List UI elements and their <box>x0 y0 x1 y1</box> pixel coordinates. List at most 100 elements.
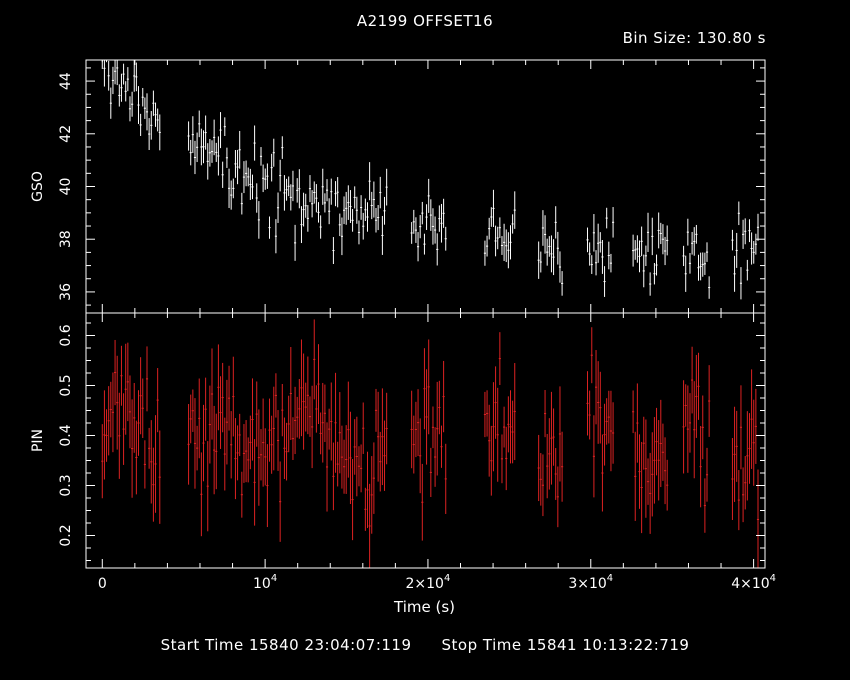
pin-data-point <box>503 406 506 448</box>
gso-data-point <box>122 63 125 85</box>
pin-data-point <box>651 432 654 517</box>
gso-data-point <box>666 225 669 256</box>
pin-data-point <box>609 390 613 472</box>
gso-data-point <box>414 217 417 243</box>
gso-data-point <box>632 234 635 267</box>
pin-data-point <box>739 385 743 470</box>
pin-data-point <box>308 396 312 437</box>
pin-data-point <box>693 381 696 479</box>
pin-data-point <box>496 387 499 482</box>
gso-data-point <box>748 219 751 243</box>
gso-data-point <box>306 205 309 232</box>
gso-data-point <box>357 220 361 245</box>
pin-data-point <box>232 356 235 437</box>
pin-data-point <box>659 399 662 488</box>
gso-data-point <box>106 60 108 63</box>
gso-data-point <box>686 218 689 246</box>
gso-data-point <box>423 233 426 255</box>
pin-data-point <box>379 431 382 492</box>
pin-data-point <box>347 381 350 478</box>
pin-data-point <box>561 431 564 502</box>
gso-data-point <box>342 196 346 225</box>
gso-data-point <box>708 276 711 299</box>
gso-data-point <box>599 232 602 253</box>
gso-data-point <box>597 223 600 263</box>
pin-data-point <box>191 389 194 432</box>
pin-data-point <box>198 378 201 459</box>
gso-data-point <box>291 170 295 202</box>
gso-data-point <box>556 231 559 265</box>
gso-data-point <box>285 178 288 201</box>
pin-data-point <box>334 372 337 473</box>
pin-data-point <box>507 396 510 453</box>
gso-data-point <box>412 209 415 234</box>
pin-data-point <box>594 350 598 425</box>
gso-data-point <box>703 252 706 275</box>
pin-data-point <box>607 390 610 444</box>
gso-data-point <box>682 245 685 267</box>
gso-data-point <box>440 203 443 243</box>
gso-data-point <box>255 183 258 213</box>
pin-data-point <box>754 388 757 464</box>
pin-data-point <box>691 346 694 414</box>
gso-data-point <box>377 205 380 231</box>
gso-data-point <box>353 186 356 209</box>
gso-data-point <box>379 176 382 209</box>
gso-data-point <box>213 119 216 156</box>
pin-data-point <box>485 390 489 437</box>
gso-ytick-label: 38 <box>58 230 74 248</box>
pin-data-point <box>111 372 114 453</box>
pin-data-point <box>227 365 231 431</box>
gso-data-point <box>436 233 439 266</box>
gso-data-point <box>385 168 388 206</box>
pin-data-point <box>500 434 504 484</box>
gso-data-point <box>232 178 235 199</box>
gso-data-point <box>330 178 333 205</box>
pin-data-point <box>279 461 282 542</box>
pin-data-point <box>143 440 146 489</box>
gso-data-point <box>612 207 615 238</box>
gso-data-point <box>101 60 103 63</box>
pin-data-point <box>697 352 700 420</box>
pin-data-point <box>603 403 606 466</box>
gso-data-point <box>742 219 745 249</box>
gso-data-point <box>752 240 755 264</box>
pin-data-point <box>421 463 424 541</box>
pin-data-point <box>554 448 557 500</box>
pin-data-point <box>124 343 127 435</box>
pin-data-point <box>708 365 711 437</box>
pin-data-point <box>427 339 430 435</box>
pin-data-point <box>109 381 112 438</box>
pin-data-point <box>281 383 284 437</box>
gso-data-point <box>642 254 645 288</box>
gso-data-point <box>279 159 282 192</box>
pin-data-point <box>588 390 591 440</box>
pin-data-point <box>336 441 339 487</box>
gso-data-point <box>289 184 292 211</box>
pin-data-point <box>122 393 125 465</box>
gso-data-point <box>120 73 123 102</box>
gso-data-point <box>103 60 106 87</box>
pin-data-point <box>701 395 704 460</box>
pin-data-point <box>355 416 358 497</box>
pin-ytick-label: 0.6 <box>58 324 74 346</box>
gso-data-point <box>272 138 275 167</box>
pin-data-point <box>483 391 486 438</box>
pin-data-point <box>332 442 335 511</box>
gso-data-point <box>691 231 694 255</box>
pin-data-point <box>705 447 709 502</box>
pin-data-point <box>131 399 134 498</box>
gso-data-point <box>372 181 375 218</box>
gso-data-point <box>425 204 428 230</box>
gso-data-point <box>135 62 138 92</box>
gso-data-point <box>651 217 654 256</box>
gso-data-point <box>663 236 667 266</box>
gso-data-point <box>731 229 734 251</box>
gso-data-point <box>511 214 514 234</box>
gso-data-point <box>659 222 662 245</box>
gso-data-point <box>332 237 335 265</box>
gso-data-point <box>113 60 117 85</box>
pin-data-point <box>126 342 129 422</box>
pin-data-point <box>317 344 320 424</box>
gso-data-point <box>640 226 643 257</box>
